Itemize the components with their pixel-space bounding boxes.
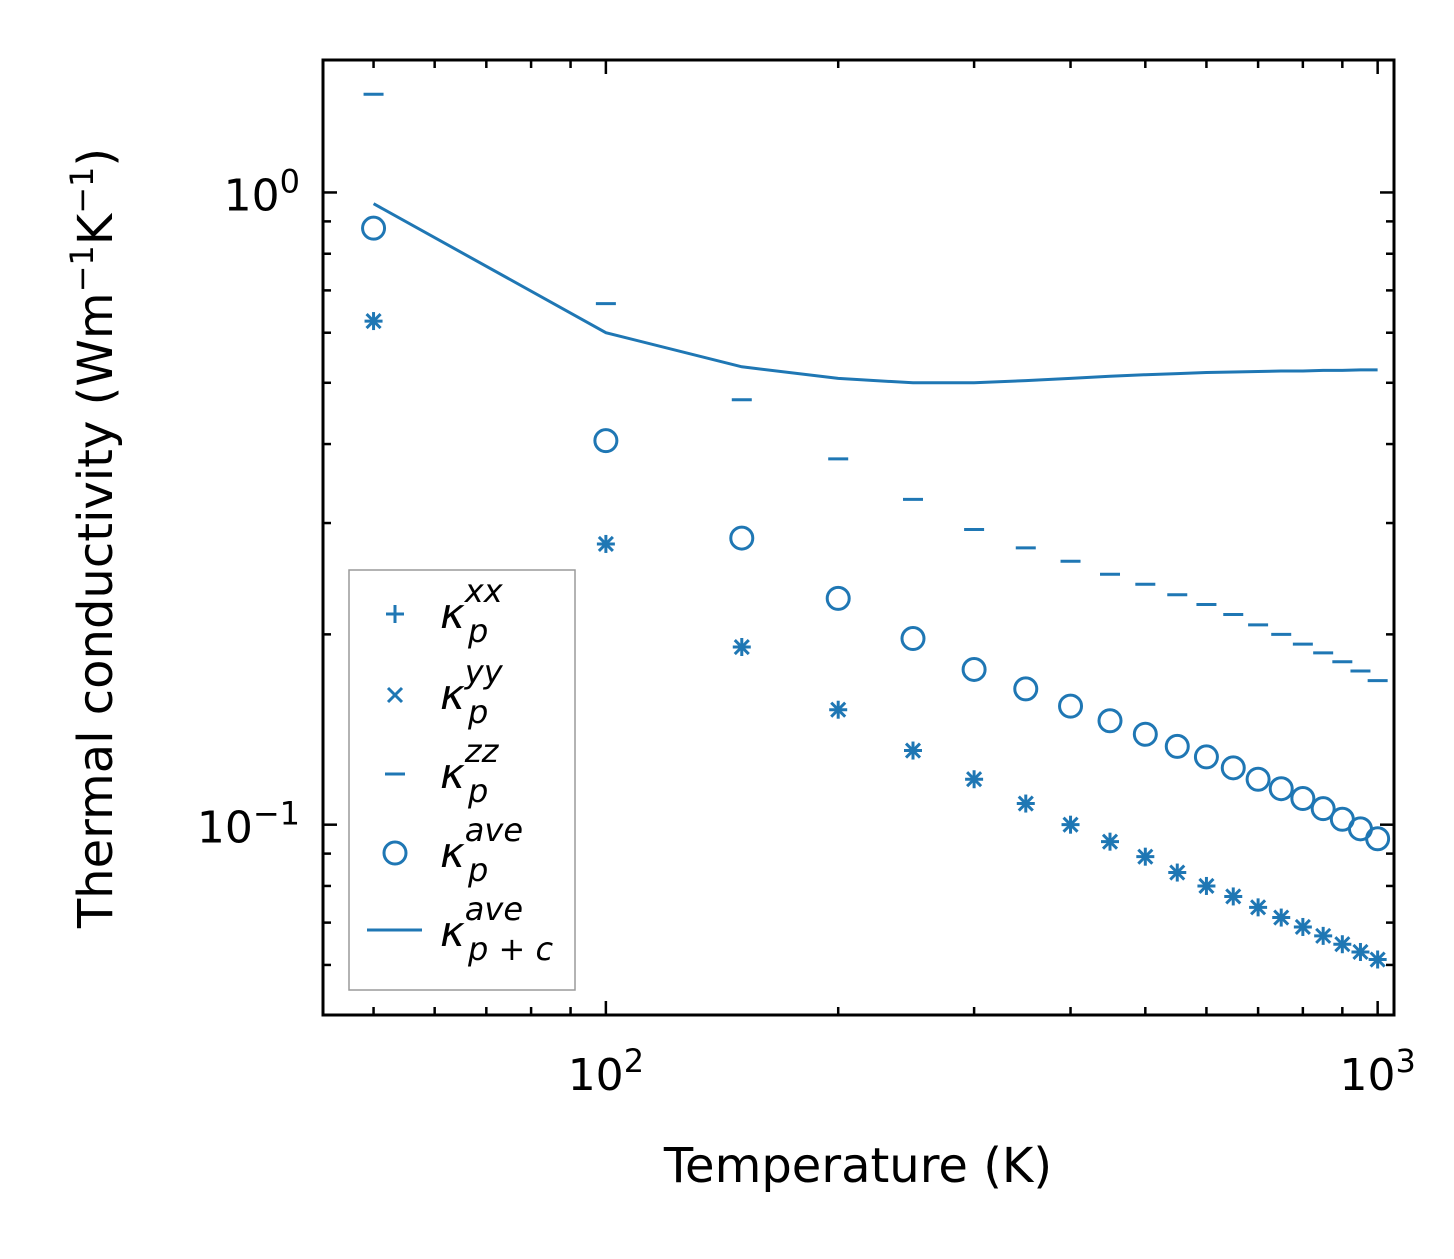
plot-frame	[321, 58, 1396, 1017]
point-yy-200	[830, 701, 847, 718]
point-yy-350	[1017, 795, 1034, 812]
point-ave-850	[1310, 796, 1336, 822]
point-yy-150	[733, 638, 750, 656]
legend-label-ave: κave p	[440, 811, 523, 889]
x-tick-label-1000: 103	[1339, 1042, 1415, 1101]
point-yy-750	[1273, 909, 1290, 926]
point-ave-150	[729, 525, 755, 551]
point-yy-950	[1352, 943, 1369, 961]
point-yy-900	[1334, 936, 1351, 953]
axis-ticks	[323, 60, 1394, 1015]
series-yy	[365, 313, 1386, 968]
point-ave-350	[1013, 676, 1039, 702]
y-tick-label-0.1: 10−1	[197, 795, 300, 854]
series-ave_pc	[372, 202, 1378, 385]
y-axis-title: Thermal conductivity (Wm−1K−1)	[63, 148, 124, 929]
legend-entry-ave_pc: κave p + c	[367, 890, 553, 968]
point-ave-400	[1058, 693, 1084, 719]
point-yy-450	[1101, 833, 1119, 850]
y-axis-title-mid: K	[68, 212, 124, 245]
point-yy-550	[1169, 864, 1186, 881]
point-yy-1000	[1369, 951, 1386, 968]
legend-label-yy: κyy p	[440, 653, 504, 731]
y-axis-title-end: )	[68, 148, 124, 167]
legend-entry-ave: κave p	[382, 811, 523, 889]
point-yy-100	[597, 535, 614, 553]
series-zz	[363, 92, 1388, 683]
y-axis-title-sup1: −1	[63, 245, 101, 292]
x-tick-label-100: 102	[568, 1042, 644, 1101]
point-yy-300	[966, 771, 983, 788]
point-ave-450	[1097, 708, 1123, 734]
point-yy-400	[1062, 816, 1079, 833]
point-ave-500	[1132, 721, 1158, 747]
legend-handle-xx	[386, 605, 404, 623]
legend-entry-zz: κzz p	[385, 732, 500, 810]
point-ave-800	[1290, 786, 1316, 812]
y-axis-title-base: Thermal conductivity (Wm	[68, 292, 124, 929]
point-yy-600	[1198, 877, 1215, 895]
point-ave-250	[900, 626, 926, 652]
point-ave-100	[593, 428, 619, 454]
y-tick-label-1: 100	[224, 162, 300, 221]
point-yy-50	[365, 313, 382, 330]
legend-handle-ave	[382, 840, 408, 866]
legend-box	[348, 569, 576, 991]
point-ave-650	[1220, 755, 1246, 781]
point-ave-600	[1193, 744, 1219, 770]
series-ave	[361, 215, 1391, 852]
point-yy-500	[1137, 848, 1154, 865]
point-ave-50	[361, 215, 387, 241]
legend-label-ave_pc: κave p + c	[440, 890, 553, 968]
data-marks	[361, 92, 1391, 969]
point-ave-300	[961, 656, 987, 682]
tick-labels: 102 103 10−1 100	[197, 162, 1416, 1101]
point-ave-1000	[1365, 826, 1391, 852]
point-yy-650	[1225, 888, 1242, 905]
legend-entry-xx: κxx p	[386, 572, 504, 650]
x-axis-title: Temperature (K)	[663, 1138, 1052, 1194]
point-yy-700	[1250, 899, 1267, 916]
legend-entry-yy: κyy p	[386, 653, 504, 731]
series-line-ave_pc	[372, 202, 1378, 385]
point-ave-550	[1164, 733, 1190, 759]
point-ave-750	[1268, 776, 1294, 802]
y-axis-title-sup2: −1	[63, 167, 101, 214]
legend-label-zz: κzz p	[440, 732, 500, 810]
legend-handle-yy	[386, 686, 404, 704]
legend-label-xx: κxx p	[440, 572, 504, 650]
point-yy-800	[1294, 918, 1311, 936]
point-yy-850	[1315, 927, 1332, 944]
point-ave-700	[1245, 766, 1271, 792]
point-ave-200	[825, 585, 851, 611]
point-yy-250	[904, 742, 922, 759]
